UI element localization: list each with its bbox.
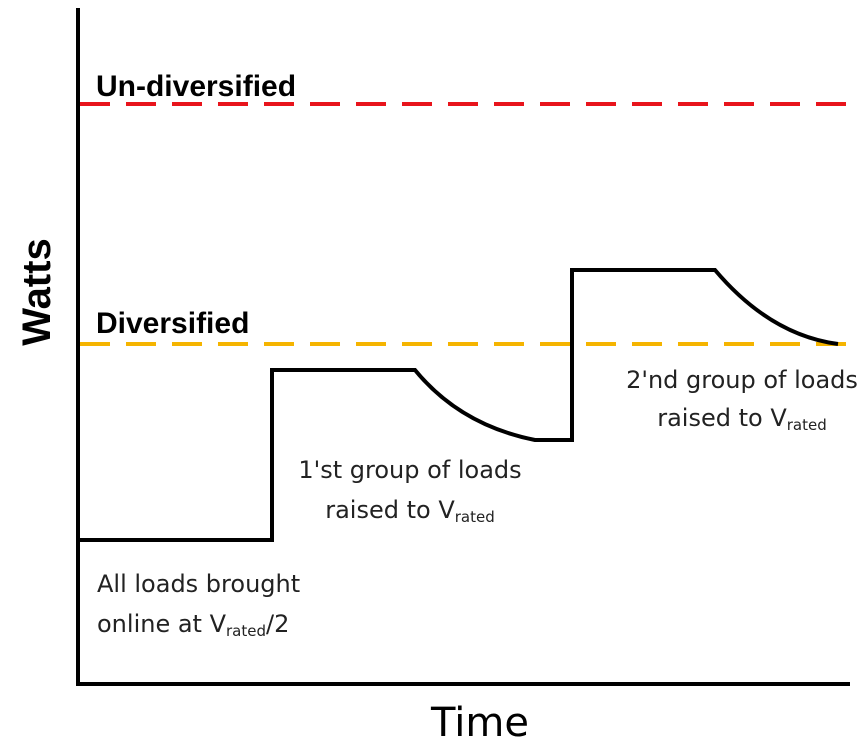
annotation-line: 1'st group of loads: [298, 456, 521, 484]
annotation: 1'st group of loads: [298, 456, 521, 484]
subscript: rated: [226, 622, 266, 640]
annotation-line: 2'nd group of loads: [626, 366, 858, 394]
annotation-line: /2: [266, 610, 289, 638]
subscript: rated: [787, 416, 827, 434]
y-axis-label: Watts: [15, 238, 59, 345]
level-label: Diversified: [96, 307, 249, 340]
annotation: online at Vrated/2: [97, 610, 289, 640]
annotation: raised to Vrated: [657, 404, 827, 434]
annotation: All loads brought: [97, 570, 300, 598]
annotation-line: All loads brought: [97, 570, 300, 598]
annotation-line: online at V: [97, 610, 227, 638]
annotation: 2'nd group of loads: [626, 366, 858, 394]
annotation-line: raised to V: [325, 496, 455, 524]
annotation: raised to Vrated: [325, 496, 495, 526]
level-label: Un-diversified: [96, 70, 296, 103]
annotation-line: raised to V: [657, 404, 787, 432]
subscript: rated: [455, 508, 495, 526]
load-curve: [80, 268, 839, 542]
x-axis-label: Time: [430, 700, 529, 744]
